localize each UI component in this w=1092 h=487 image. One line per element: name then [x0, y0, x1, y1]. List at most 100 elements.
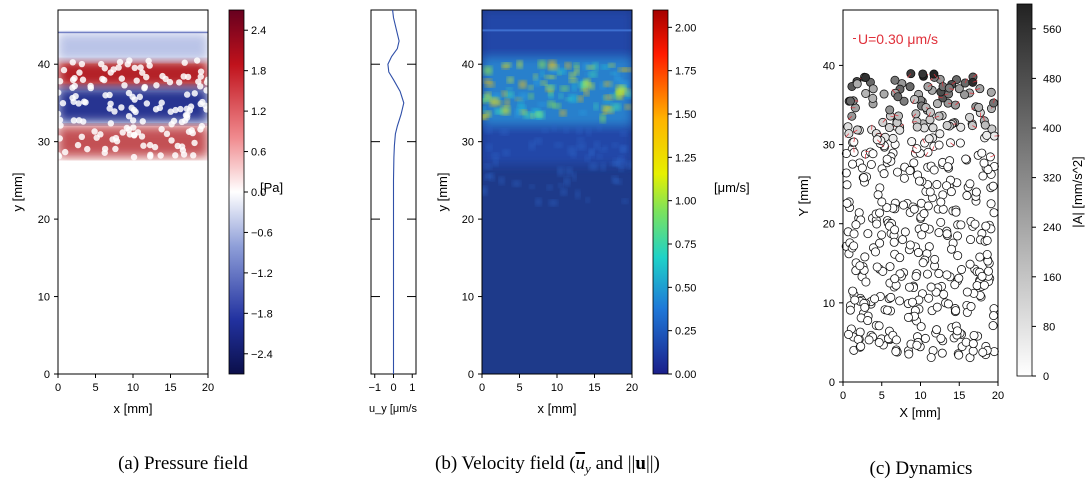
pressure-particle-hole	[131, 131, 138, 138]
pressure-particle-hole	[152, 106, 160, 113]
velocity-hotspot	[501, 90, 508, 97]
pressure-particle-hole	[163, 130, 171, 138]
velocity-vector	[942, 81, 944, 87]
particle	[842, 180, 852, 190]
velocity-vector	[943, 93, 949, 96]
particle	[926, 282, 936, 292]
particle	[905, 82, 915, 92]
pressure-particle-hole	[93, 134, 100, 141]
particle	[905, 240, 915, 250]
velocity-xtick-label: 5	[516, 382, 522, 394]
particle	[863, 229, 873, 239]
velocity-vector	[955, 101, 960, 106]
velocity-texture	[611, 175, 619, 183]
velocity-hotspot	[517, 100, 525, 106]
particle	[943, 299, 953, 309]
velocity-texture	[600, 162, 606, 172]
pressure-heatmap	[58, 31, 208, 161]
pressure-particle-hole	[139, 69, 146, 76]
pressure-particle-hole	[58, 116, 64, 124]
particle	[946, 244, 956, 254]
velocity-ytick-label: 40	[462, 59, 474, 71]
particle	[965, 179, 975, 189]
velocity-texture	[597, 123, 602, 131]
velocity-hotspot	[558, 93, 564, 99]
pressure-particle-hole	[137, 64, 144, 71]
velocity-hotspot	[624, 104, 632, 110]
velocity-cb-tick-label: 1.00	[675, 196, 696, 208]
particle	[850, 295, 860, 305]
particle	[848, 159, 858, 169]
particle	[986, 199, 996, 209]
particle	[952, 231, 962, 241]
particle	[890, 75, 900, 85]
particle	[936, 197, 946, 207]
velocity-texture	[611, 142, 619, 148]
velocity-texture	[575, 189, 581, 199]
velocity-vector	[876, 139, 882, 144]
caption-b: (b) Velocity field (uy and ||u||)	[435, 453, 660, 476]
particle	[975, 84, 985, 94]
pressure-particle-hole	[129, 117, 137, 124]
particle	[937, 348, 947, 358]
velocity-cb-tick-label: 0.00	[675, 369, 696, 381]
particle	[950, 280, 960, 290]
particle	[951, 306, 961, 316]
particle	[962, 191, 972, 201]
particle	[856, 341, 866, 351]
velocity-vector	[847, 115, 853, 120]
velocity-texture	[535, 197, 542, 207]
velocity-vector	[950, 142, 955, 147]
particle	[913, 248, 923, 258]
pressure-ytick-label: 10	[38, 292, 50, 304]
pressure-particle-hole	[78, 133, 86, 141]
velocity-hotspot	[584, 72, 591, 77]
pressure-xtick-label: 15	[164, 382, 176, 394]
velocity-cb-tick-label: 1.50	[675, 109, 696, 121]
velocity-texture	[529, 184, 535, 189]
particle	[870, 294, 880, 304]
dynamics-cb-tick-label: 480	[1043, 73, 1061, 85]
velocity-hotspot	[605, 109, 615, 113]
pressure-ytick-label: 30	[38, 137, 50, 149]
velocity-hotspot	[577, 95, 584, 102]
pressure-particle-hole	[84, 145, 91, 153]
dynamics-cb-tick-label: 80	[1043, 321, 1055, 333]
pressure-particle-hole	[191, 139, 198, 147]
dynamics-colorbar	[1016, 3, 1033, 377]
velocity-texture	[554, 142, 564, 148]
particle	[861, 88, 871, 98]
velocity-texture	[491, 152, 500, 159]
pressure-cb-tick-label: −1.8	[251, 308, 273, 320]
velocity-texture	[576, 137, 585, 142]
pressure-particle-hole	[58, 89, 62, 96]
velocity-xtick-label: 15	[588, 382, 600, 394]
particle	[961, 337, 971, 347]
pressure-particle-hole	[184, 73, 192, 81]
pressure-particle-hole	[69, 59, 76, 66]
particle	[841, 168, 851, 178]
velocity-texture	[565, 167, 573, 176]
velocity-texture	[563, 176, 570, 187]
particle	[978, 347, 988, 357]
particle	[917, 230, 927, 240]
particle	[893, 92, 903, 102]
particle	[899, 96, 909, 106]
pressure-panel: 0 5 10 15 20 0 10 20 30 40 x [mm] y [mm] 2.4 1.8 1.…	[10, 9, 283, 416]
pressure-cb-tick-label: −2.4	[251, 349, 273, 361]
velocity-cb-tick-label: 1.25	[675, 152, 696, 164]
velocity-texture	[512, 180, 521, 187]
dynamics-axes: 0 5 10 15 20 0 10 20 30 40	[823, 60, 1004, 402]
dynamics-ytick-label: 0	[829, 377, 835, 389]
velocity-cb-tick-label: 0.50	[675, 282, 696, 294]
velocity-hotspot	[504, 98, 510, 107]
pressure-particle-hole	[158, 99, 165, 106]
particle	[919, 209, 929, 219]
pressure-xlabel: x [mm]	[114, 401, 153, 416]
pressure-particle-hole	[140, 142, 147, 149]
particle	[956, 122, 966, 132]
velocity-hotspot	[500, 106, 511, 115]
velocity-vector	[937, 96, 943, 99]
particle	[979, 280, 989, 290]
